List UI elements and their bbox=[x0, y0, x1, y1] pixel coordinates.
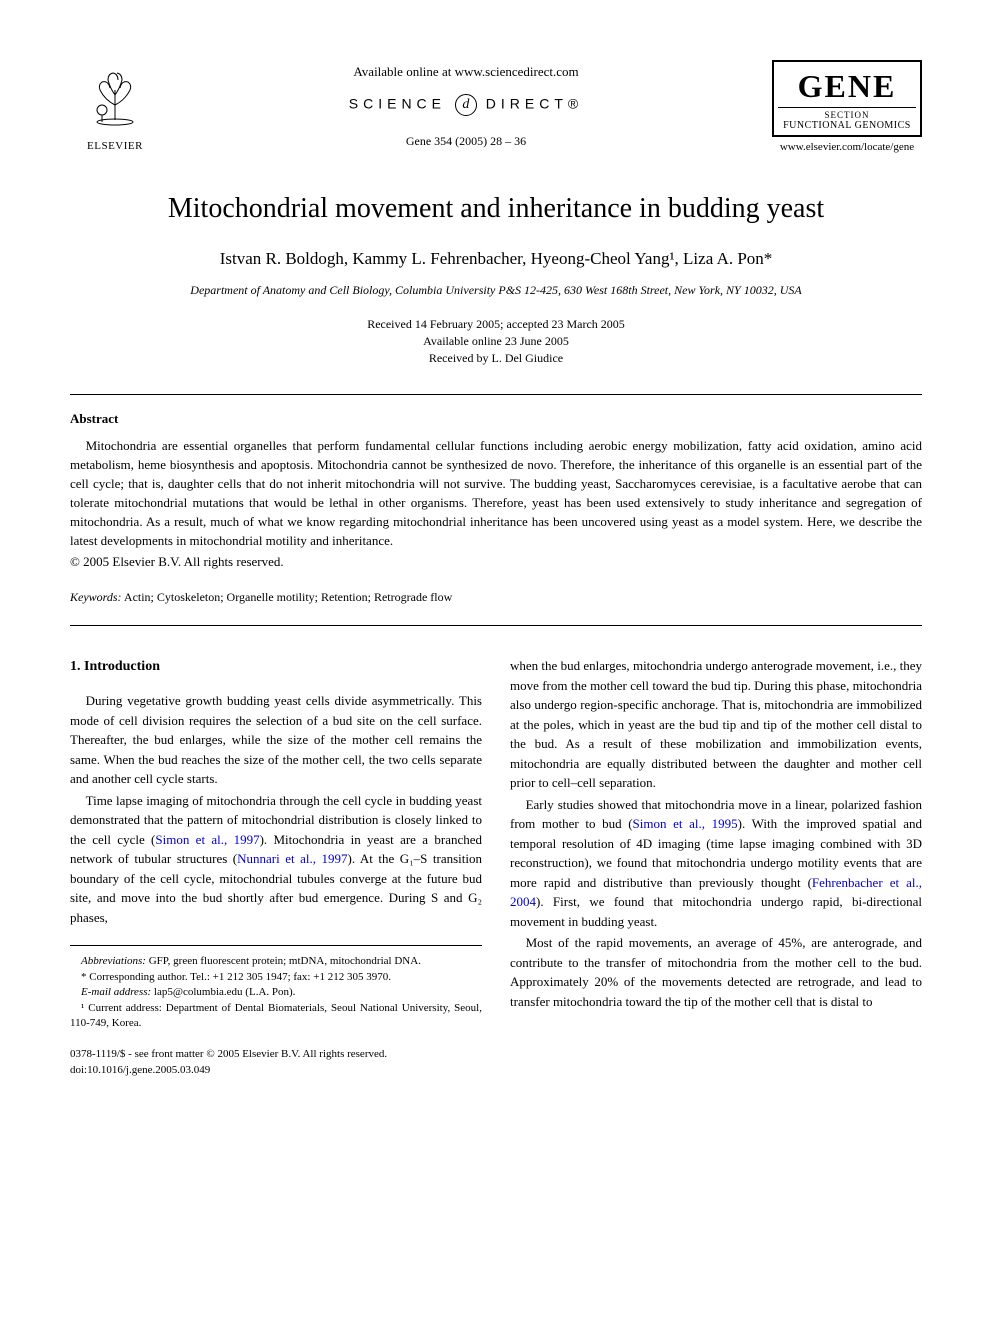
keywords-label: Keywords: bbox=[70, 590, 122, 604]
sd-right: DIRECT® bbox=[486, 96, 583, 112]
paragraph: Time lapse imaging of mitochondria throu… bbox=[70, 791, 482, 928]
journal-logo: GENE SECTION FUNCTIONAL GENOMICS bbox=[772, 60, 922, 137]
paragraph: when the bud enlarges, mitochondria unde… bbox=[510, 656, 922, 793]
sd-d-icon: d bbox=[455, 94, 477, 116]
journal-title: GENE bbox=[778, 68, 916, 105]
footer-copyright: 0378-1119/$ - see front matter © 2005 El… bbox=[70, 1047, 922, 1062]
abstract-text: Mitochondria are essential organelles th… bbox=[70, 437, 922, 550]
email-text: lap5@columbia.edu (L.A. Pon). bbox=[151, 986, 295, 998]
footnotes: Abbreviations: GFP, green fluorescent pr… bbox=[70, 945, 482, 1031]
email-label: E-mail address: bbox=[81, 986, 151, 998]
journal-url: www.elsevier.com/locate/gene bbox=[772, 141, 922, 153]
abbrev-text: GFP, green fluorescent protein; mtDNA, m… bbox=[146, 955, 421, 967]
article-title: Mitochondrial movement and inheritance i… bbox=[70, 193, 922, 225]
header-section: ELSEVIER Available online at www.science… bbox=[70, 60, 922, 153]
paragraph: Early studies showed that mitochondria m… bbox=[510, 795, 922, 932]
left-column: 1. Introduction During vegetative growth… bbox=[70, 656, 482, 1031]
citation-link[interactable]: Simon et al., 1997 bbox=[155, 832, 259, 847]
keywords-text: Actin; Cytoskeleton; Organelle motility;… bbox=[122, 590, 453, 604]
available-date: Available online 23 June 2005 bbox=[70, 333, 922, 350]
body-columns: 1. Introduction During vegetative growth… bbox=[70, 656, 922, 1031]
citation-link[interactable]: Nunnari et al., 1997 bbox=[237, 851, 347, 866]
divider-top bbox=[70, 394, 922, 395]
page-container: ELSEVIER Available online at www.science… bbox=[0, 0, 992, 1118]
text-run: ). First, we found that mitochondria und… bbox=[510, 894, 922, 929]
received-by: Received by L. Del Giudice bbox=[70, 350, 922, 367]
abstract-section: Abstract Mitochondria are essential orga… bbox=[70, 411, 922, 570]
abbrev-label: Abbreviations: bbox=[81, 955, 146, 967]
received-date: Received 14 February 2005; accepted 23 M… bbox=[70, 316, 922, 333]
divider-bottom bbox=[70, 625, 922, 626]
citation-link[interactable]: Simon et al., 1995 bbox=[633, 816, 738, 831]
footnote-corresp: * Corresponding author. Tel.: +1 212 305… bbox=[70, 970, 482, 985]
footnote-abbrev: Abbreviations: GFP, green fluorescent pr… bbox=[70, 954, 482, 969]
citation-line: Gene 354 (2005) 28 – 36 bbox=[160, 134, 772, 149]
footer-doi: doi:10.1016/j.gene.2005.03.049 bbox=[70, 1063, 922, 1078]
journal-section-label: SECTION bbox=[778, 107, 916, 120]
sd-left: SCIENCE bbox=[349, 96, 446, 112]
paragraph: During vegetative growth budding yeast c… bbox=[70, 691, 482, 789]
section-heading: 1. Introduction bbox=[70, 656, 482, 677]
keywords: Keywords: Actin; Cytoskeleton; Organelle… bbox=[70, 590, 922, 605]
right-column: when the bud enlarges, mitochondria unde… bbox=[510, 656, 922, 1031]
center-header: Available online at www.sciencedirect.co… bbox=[160, 60, 772, 149]
abstract-heading: Abstract bbox=[70, 411, 922, 427]
elsevier-tree-icon bbox=[70, 60, 160, 138]
available-online-text: Available online at www.sciencedirect.co… bbox=[160, 64, 772, 80]
abstract-copyright: © 2005 Elsevier B.V. All rights reserved… bbox=[70, 554, 922, 570]
article-dates: Received 14 February 2005; accepted 23 M… bbox=[70, 316, 922, 366]
paragraph: Most of the rapid movements, an average … bbox=[510, 933, 922, 1011]
sciencedirect-logo: SCIENCE d DIRECT® bbox=[160, 94, 772, 116]
footnote-email: E-mail address: lap5@columbia.edu (L.A. … bbox=[70, 985, 482, 1000]
footnote-address: ¹ Current address: Department of Dental … bbox=[70, 1001, 482, 1032]
authors: Istvan R. Boldogh, Kammy L. Fehrenbacher… bbox=[70, 249, 922, 269]
publisher-logo: ELSEVIER bbox=[70, 60, 160, 152]
journal-section: FUNCTIONAL GENOMICS bbox=[778, 120, 916, 131]
publisher-name: ELSEVIER bbox=[70, 140, 160, 152]
footer: 0378-1119/$ - see front matter © 2005 El… bbox=[70, 1047, 922, 1078]
affiliation: Department of Anatomy and Cell Biology, … bbox=[70, 283, 922, 298]
journal-box: GENE SECTION FUNCTIONAL GENOMICS www.els… bbox=[772, 60, 922, 153]
